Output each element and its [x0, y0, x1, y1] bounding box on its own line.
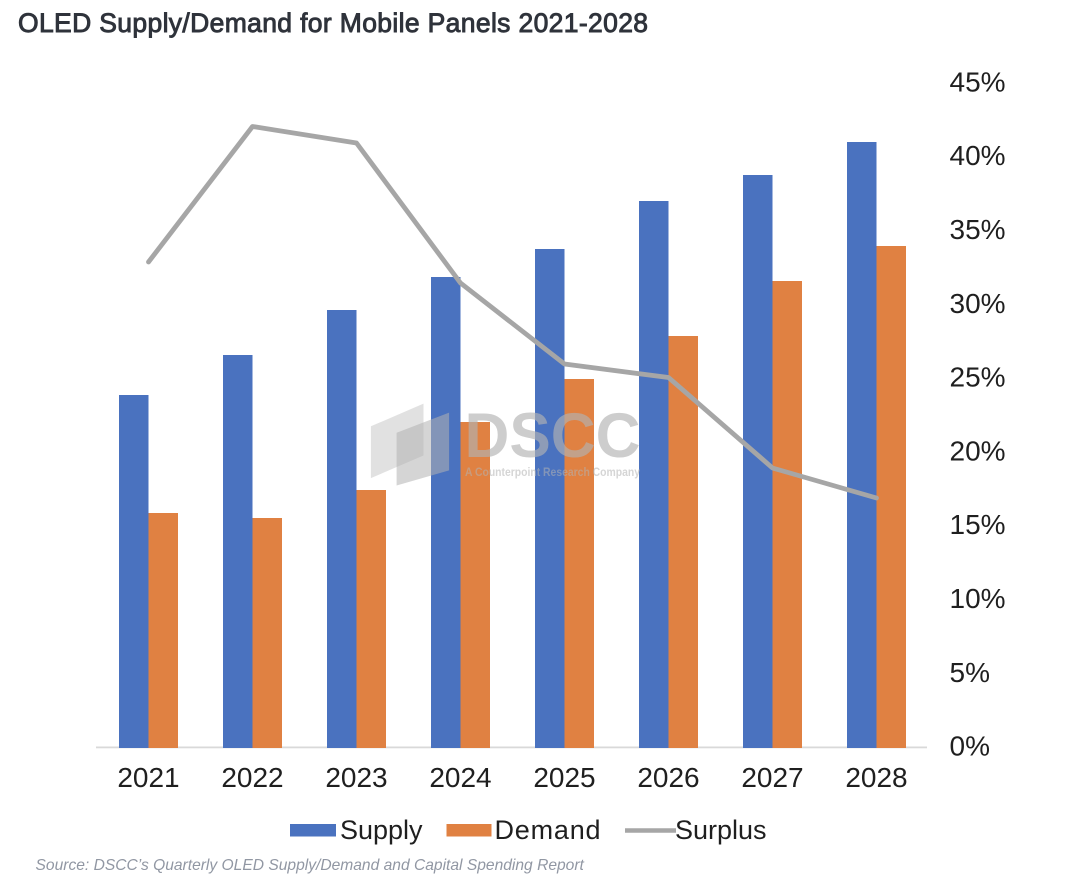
- svg-text:30%: 30%: [950, 288, 1006, 319]
- svg-text:5%: 5%: [950, 657, 990, 688]
- svg-text:2022: 2022: [221, 762, 283, 793]
- svg-text:OLED Supply/Demand for Mobile: OLED Supply/Demand for Mobile Panels 202…: [18, 8, 648, 38]
- svg-text:2024: 2024: [429, 762, 491, 793]
- svg-text:Source: DSCC’s Quarterly OLED: Source: DSCC’s Quarterly OLED Supply/Dem…: [36, 857, 585, 874]
- svg-text:25%: 25%: [950, 362, 1006, 393]
- svg-text:0%: 0%: [950, 731, 990, 762]
- svg-text:2025: 2025: [533, 762, 595, 793]
- svg-text:40%: 40%: [950, 140, 1006, 171]
- svg-text:2023: 2023: [325, 762, 387, 793]
- svg-text:A Counterpoint Research Compan: A Counterpoint Research Company: [465, 467, 641, 479]
- svg-text:10%: 10%: [950, 583, 1006, 614]
- svg-text:35%: 35%: [950, 214, 1006, 245]
- svg-text:DSCC: DSCC: [465, 401, 641, 471]
- svg-text:2028: 2028: [845, 762, 907, 793]
- svg-text:2026: 2026: [637, 762, 699, 793]
- svg-text:2027: 2027: [741, 762, 803, 793]
- svg-text:Surplus: Surplus: [675, 815, 767, 845]
- svg-text:Demand: Demand: [495, 815, 602, 845]
- svg-text:2021: 2021: [117, 762, 179, 793]
- svg-text:15%: 15%: [950, 509, 1006, 540]
- svg-text:45%: 45%: [950, 67, 1006, 98]
- svg-text:Supply: Supply: [340, 815, 423, 845]
- svg-text:20%: 20%: [950, 435, 1006, 466]
